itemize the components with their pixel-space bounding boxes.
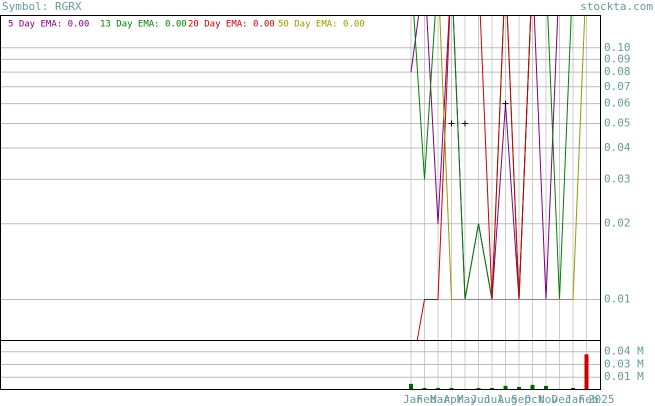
- volume-bar: [476, 387, 481, 390]
- y-tick-label: 0.01 M: [604, 370, 644, 383]
- y-tick-label: 0.01: [604, 292, 631, 305]
- legend-entry: 5 Day EMA: 0.00: [8, 20, 89, 30]
- x-tick-label: Dec: [552, 393, 572, 406]
- x-tick-label: Jun: [471, 393, 491, 406]
- legend-entry: 13 Day EMA: 0.00: [100, 20, 187, 30]
- y-tick-label: 0.10: [604, 41, 631, 54]
- x-tick-label: Aug: [498, 393, 518, 406]
- x-tick-label: Jul: [484, 393, 504, 406]
- legend-entry: 50 Day EMA: 0.00: [278, 20, 365, 30]
- y-tick-label: 0.05: [604, 117, 631, 130]
- y-tick-label: 0.02: [604, 217, 631, 230]
- volume-bar: [490, 387, 494, 390]
- volume-bar: [409, 383, 413, 390]
- y-tick-label: 0.03 M: [604, 357, 644, 370]
- y-tick-label: 0.04: [604, 141, 631, 154]
- y-tick-label: 0.03: [604, 172, 631, 185]
- x-tick-label: Sep: [511, 393, 531, 406]
- volume-bar: [503, 385, 508, 390]
- price-tick: [462, 120, 468, 127]
- volume-bar: [422, 387, 427, 390]
- y-tick-label: 0.08: [604, 65, 631, 78]
- x-tick-label: Oct: [525, 393, 545, 406]
- x-tick-label: Jan: [403, 393, 423, 406]
- volume-bar: [436, 387, 440, 390]
- x-tick-label: Feb: [579, 393, 599, 406]
- volume-bar: [571, 387, 575, 390]
- chart-title: Symbol: RGRX: [2, 0, 82, 13]
- x-tick-label: Nov: [538, 393, 558, 406]
- y-tick-label: 0.09: [604, 52, 631, 65]
- x-tick-label: Feb: [417, 393, 437, 406]
- volume-bar: [584, 354, 589, 390]
- volume-bar: [449, 387, 454, 390]
- volume-frame: [0, 340, 601, 390]
- volume-bar: [544, 385, 548, 390]
- y-tick-label: 0.07: [604, 80, 631, 93]
- price-tick: [448, 120, 455, 127]
- volume-bar: [517, 386, 521, 390]
- ema-line: [439, 15, 586, 300]
- legend-entry: 20 Day EMA: 0.00: [188, 20, 275, 30]
- y-tick-label: 0.04 M: [604, 345, 644, 358]
- price-tick: [502, 100, 509, 107]
- ema-line: [416, 15, 532, 340]
- x-tick-label: Apr: [444, 393, 464, 406]
- ema-line: [410, 15, 559, 300]
- y-tick-label: 0.06: [604, 97, 631, 110]
- x-tick-label: May: [457, 393, 477, 406]
- x-tick-label: Mar: [430, 393, 450, 406]
- x-tick-label: Jan: [565, 393, 585, 406]
- ema-line: [413, 15, 572, 300]
- source: stockta.com: [580, 0, 653, 13]
- volume-bar: [530, 384, 535, 390]
- lines: [410, 15, 586, 340]
- year-label: 2025: [588, 393, 615, 406]
